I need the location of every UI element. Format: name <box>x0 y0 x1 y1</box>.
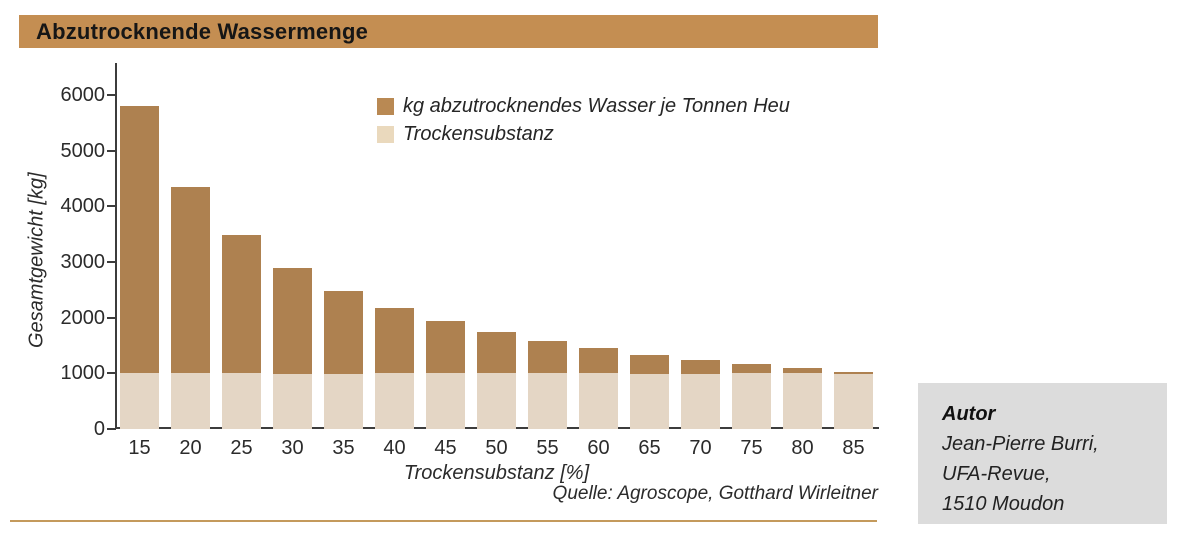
bar-stack <box>222 235 261 429</box>
bar-water-segment <box>120 106 159 373</box>
bar-stack <box>171 187 210 429</box>
legend-item-dry: Trockensubstanz <box>377 120 790 148</box>
x-tick-label: 50 <box>485 437 508 459</box>
figure-title-bar: Abzutrocknende Wassermenge <box>19 15 878 48</box>
x-tick-label: 80 <box>791 437 814 459</box>
bar-dry-segment <box>681 374 720 429</box>
y-tick-label: 5000 <box>60 139 106 162</box>
bar-water-segment <box>732 364 771 373</box>
y-tick-label: 0 <box>93 418 105 440</box>
bar-water-segment <box>375 308 414 373</box>
bar-stack <box>579 348 618 429</box>
source-credit: Quelle: Agroscope, Gotthard Wirleitner <box>552 483 878 504</box>
bar-water-segment <box>681 360 720 374</box>
x-tick-label: 20 <box>179 437 202 459</box>
bar-dry-segment <box>732 373 771 429</box>
bar-water-segment <box>528 341 567 373</box>
x-tick-label: 45 <box>434 437 457 459</box>
y-tick-mark <box>107 149 116 152</box>
bar-stack <box>477 332 516 429</box>
bar-dry-segment <box>120 373 159 429</box>
legend-swatch-dry <box>377 125 394 143</box>
bar-water-segment <box>426 321 465 373</box>
bar-stack <box>120 106 159 429</box>
y-tick-label: 4000 <box>60 195 106 218</box>
x-tick-label: 15 <box>128 437 151 459</box>
bar-water-segment <box>834 372 873 374</box>
figure-title: Abzutrocknende Wassermenge <box>36 18 369 44</box>
bar-stack <box>783 368 822 429</box>
bar-stack <box>273 268 312 429</box>
y-tick-mark <box>107 316 116 319</box>
bar-water-segment <box>579 348 618 373</box>
bar-dry-segment <box>834 374 873 429</box>
bar-water-segment <box>477 332 516 373</box>
bar-water-segment <box>171 187 210 373</box>
bar-dry-segment <box>171 373 210 429</box>
bar-dry-segment <box>579 373 618 429</box>
author-box: Autor Jean-Pierre Burri, UFA-Revue, 1510… <box>918 383 1167 524</box>
x-tick-label: 70 <box>689 437 712 459</box>
bar-dry-segment <box>477 373 516 429</box>
bar-dry-segment <box>783 373 822 429</box>
bar-dry-segment <box>375 373 414 429</box>
author-line: 1510 Moudon <box>942 493 1065 515</box>
x-tick-label: 35 <box>332 437 355 459</box>
x-tick-label: 75 <box>740 437 763 459</box>
y-tick-label: 1000 <box>60 362 106 385</box>
bar-water-segment <box>222 235 261 373</box>
legend: kg abzutrocknendes Wasser je Tonnen Heu … <box>377 92 790 148</box>
bottom-rule <box>10 520 877 522</box>
x-tick-label: 55 <box>536 437 559 459</box>
bar-stack <box>324 291 363 429</box>
legend-label-dry: Trockensubstanz <box>403 122 554 145</box>
y-tick-label: 3000 <box>60 251 106 273</box>
bar-water-segment <box>324 291 363 374</box>
x-tick-label: 25 <box>230 437 253 459</box>
bar-stack <box>426 321 465 429</box>
bar-dry-segment <box>426 373 465 429</box>
y-tick-mark <box>107 261 116 263</box>
bar-dry-segment <box>273 374 312 429</box>
y-tick-label: 6000 <box>60 84 106 106</box>
bar-stack <box>732 364 771 429</box>
x-tick-label: 85 <box>842 437 865 459</box>
x-tick-label: 30 <box>281 437 304 459</box>
x-axis-title: Trockensubstanz [%] <box>403 462 590 484</box>
bar-dry-segment <box>630 374 669 429</box>
y-tick-mark <box>107 428 116 430</box>
bar-stack <box>681 360 720 429</box>
author-line: UFA-Revue, <box>942 463 1051 485</box>
legend-label-water: kg abzutrocknendes Wasser je Tonnen Heu <box>403 94 790 117</box>
bar-stack <box>375 308 414 429</box>
legend-swatch-water <box>377 97 394 115</box>
x-tick-label: 40 <box>383 437 406 459</box>
bar-dry-segment <box>222 373 261 429</box>
bar-dry-segment <box>324 374 363 429</box>
bar-water-segment <box>783 368 822 373</box>
legend-item-water: kg abzutrocknendes Wasser je Tonnen Heu <box>377 92 790 120</box>
bar-stack <box>834 372 873 429</box>
y-tick-mark <box>107 94 116 96</box>
bar-stack <box>630 355 669 429</box>
y-tick-mark <box>107 205 116 208</box>
y-tick-label: 2000 <box>60 306 106 329</box>
bar-dry-segment <box>528 373 567 429</box>
author-line: Jean-Pierre Burri, <box>942 433 1099 455</box>
x-tick-label: 60 <box>587 437 610 459</box>
bar-stack <box>528 341 567 429</box>
y-tick-mark <box>107 372 116 375</box>
author-heading: Autor <box>942 403 996 425</box>
x-tick-label: 65 <box>638 437 661 459</box>
bar-water-segment <box>273 268 312 374</box>
bar-water-segment <box>630 355 669 374</box>
